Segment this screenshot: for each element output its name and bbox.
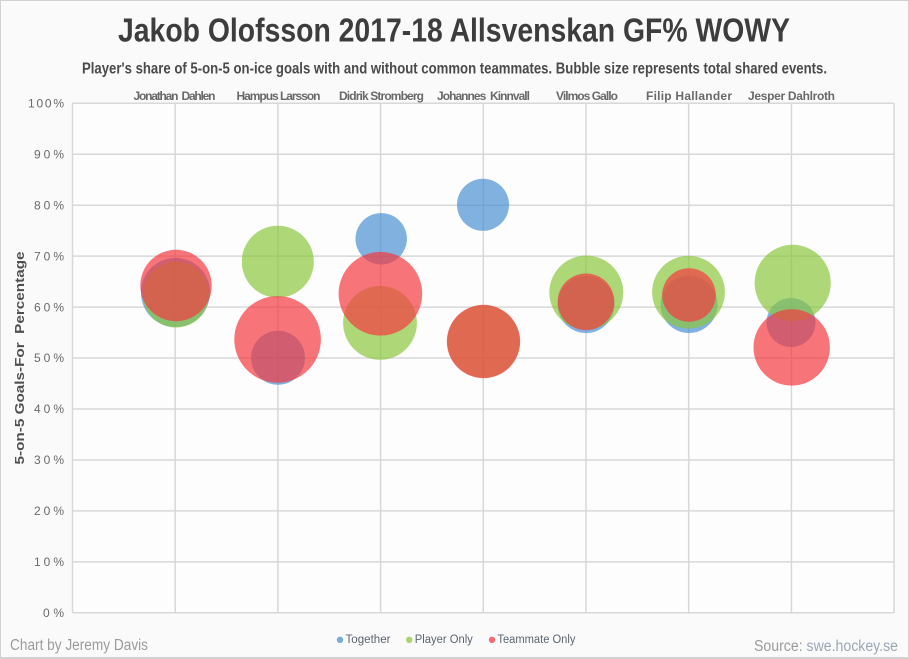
svg-text:50%: 50%: [34, 351, 64, 365]
svg-text:Player's share of 5-on-5 on-ic: Player's share of 5-on-5 on-ice goals wi…: [82, 61, 827, 78]
svg-text:Jesper Dahlroth: Jesper Dahlroth: [748, 89, 835, 103]
svg-text:40%: 40%: [34, 402, 64, 416]
svg-text:5-on-5 Goals-For Percentage: 5-on-5 Goals-For Percentage: [12, 252, 27, 465]
svg-text:0%: 0%: [43, 606, 64, 620]
svg-text:Vilmos Gallo: Vilmos Gallo: [556, 89, 618, 103]
svg-text:Didrik Stromberg: Didrik Stromberg: [339, 89, 424, 103]
svg-text:Filip Hallander: Filip Hallander: [646, 89, 732, 103]
svg-text:30%: 30%: [34, 453, 64, 467]
svg-text:10%: 10%: [34, 555, 64, 569]
svg-text:Player Only: Player Only: [415, 634, 473, 646]
svg-text:70%: 70%: [34, 249, 64, 263]
svg-text:60%: 60%: [34, 300, 64, 314]
svg-text:20%: 20%: [34, 504, 64, 518]
svg-text:Together: Together: [346, 634, 391, 646]
svg-text:Hampus Larsson: Hampus Larsson: [237, 89, 321, 103]
svg-text:Johannes Kinnvall: Johannes Kinnvall: [437, 89, 530, 103]
svg-text:Jonathan Dahlen: Jonathan Dahlen: [134, 89, 216, 103]
svg-text:Teammate Only: Teammate Only: [497, 634, 575, 646]
svg-text:90%: 90%: [34, 147, 64, 161]
svg-text:Jakob Olofsson 2017-18 Allsven: Jakob Olofsson 2017-18 Allsvenskan GF% W…: [118, 12, 790, 49]
svg-text:Source: swe.hockey.se: Source: swe.hockey.se: [754, 638, 898, 655]
svg-text:100%: 100%: [28, 97, 64, 111]
svg-text:80%: 80%: [34, 198, 64, 212]
svg-text:Chart by Jeremy Davis: Chart by Jeremy Davis: [10, 637, 148, 654]
